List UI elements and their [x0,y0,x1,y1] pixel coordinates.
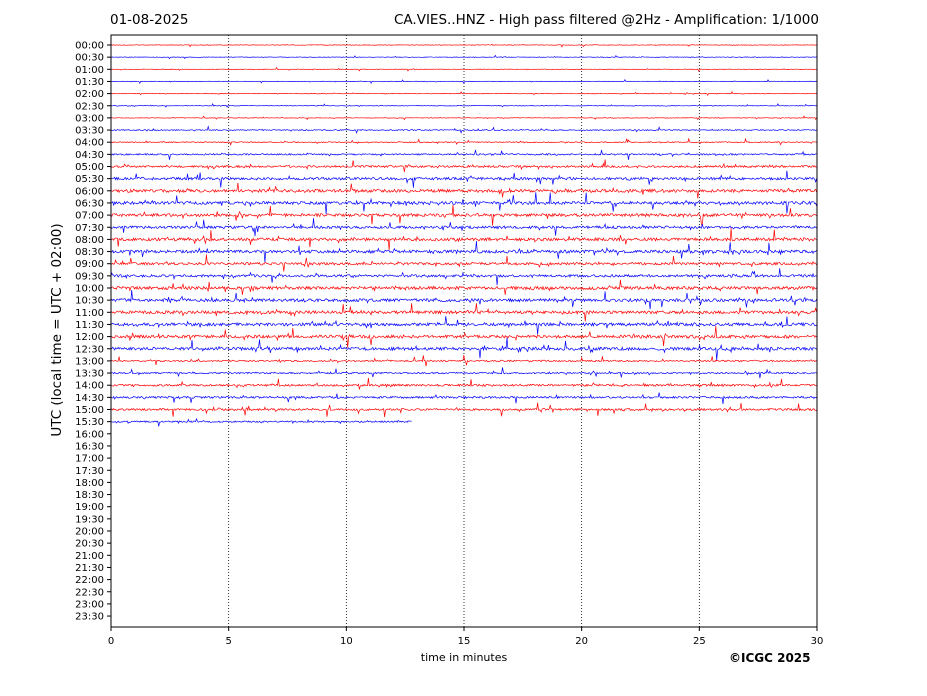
trace-line [110,268,817,286]
y-tick-label: 00:30 [75,53,104,64]
x-tick-label: 10 [340,636,353,647]
trace-line [110,355,817,367]
grid-lines [228,35,700,627]
y-tick-label: 04:30 [75,150,104,161]
y-tick-label: 22:00 [75,575,104,586]
trace-line [110,316,817,335]
y-tick-label: 08:30 [75,247,104,258]
copyright-text: ©ICGC 2025 [729,651,811,665]
y-tick-label: 19:00 [75,502,104,513]
trace-line [110,218,817,237]
y-tick-label: 15:00 [75,405,104,416]
trace-line [110,54,817,60]
station-title: CA.VIES..HNZ - High pass filtered @2Hz -… [394,12,819,28]
y-tick-label: 05:30 [75,174,104,185]
trace-line [110,192,817,215]
x-tick-layer: 0 5 10 15 20 25 30 [108,627,824,647]
trace-line [110,102,817,108]
y-tick-label: 02:00 [75,89,104,100]
y-tick-label: 23:00 [75,599,104,610]
x-tick-label: 0 [108,636,114,647]
trace-line [110,79,817,85]
y-tick-label: 01:00 [75,65,104,76]
y-tick-label: 08:00 [75,235,104,246]
trace-line [110,392,817,404]
trace-line [110,279,817,295]
y-tick-label: 06:30 [75,198,104,209]
y-tick-label: 07:00 [75,211,104,222]
x-tick-label: 20 [575,636,588,647]
trace-line [110,367,817,379]
trace-line [110,204,817,227]
y-tick-label: 12:30 [75,344,104,355]
trace-line [110,137,817,147]
x-tick-label: 25 [693,636,706,647]
trace-line [110,325,817,348]
y-tick-label: 14:00 [75,381,104,392]
trace-line [110,66,817,73]
y-tick-label: 03:00 [75,113,104,124]
trace-line [110,170,817,188]
y-tick-label: 18:30 [75,490,104,501]
y-tick-label: 23:30 [75,612,104,623]
trace-layer [110,43,817,427]
y-tick-label: 20:00 [75,527,104,538]
y-tick-label: 11:00 [75,308,104,319]
y-tick-label: 12:00 [75,332,104,343]
y-tick-label: 06:00 [75,186,104,197]
trace-line [110,402,817,418]
trace-line [110,240,817,263]
plot-date: 01-08-2025 [110,12,189,28]
trace-line [110,417,412,427]
plot-frame [110,34,818,628]
y-tick-label: 14:30 [75,393,104,404]
y-tick-label: 15:30 [75,417,104,428]
trace-line [110,378,817,390]
trace-line [110,149,817,160]
y-tick-label: 10:00 [75,284,104,295]
y-tick-label: 13:30 [75,369,104,380]
y-tick-label: 16:00 [75,429,104,440]
y-tick-label: 17:30 [75,466,104,477]
x-axis-label: time in minutes [420,651,508,664]
trace-line [110,125,817,135]
y-tick-label: 03:30 [75,126,104,137]
y-tick-label: 19:30 [75,514,104,525]
x-tick-label: 15 [458,636,471,647]
y-tick-label: 10:30 [75,296,104,307]
trace-line [110,159,817,173]
y-tick-label: 09:00 [75,259,104,270]
trace-line [110,182,817,199]
y-tick-label: 04:00 [75,138,104,149]
y-tick-label: 09:30 [75,271,104,282]
y-tick-label: 17:00 [75,454,104,465]
y-tick-label: 05:00 [75,162,104,173]
y-tick-label: 22:30 [75,587,104,598]
y-tick-label: 07:30 [75,223,104,234]
x-tick-label: 30 [811,636,824,647]
y-tick-label: 21:00 [75,551,104,562]
y-tick-label: 11:30 [75,320,104,331]
x-tick-label: 5 [225,636,231,647]
trace-line [110,303,817,322]
y-tick-label: 21:30 [75,563,104,574]
y-tick-label: 20:30 [75,539,104,550]
trace-line [110,91,817,96]
trace-line [110,290,817,310]
trace-line [110,337,817,361]
y-tick-label: 13:00 [75,356,104,367]
y-tick-label: 02:30 [75,101,104,112]
trace-line [110,115,817,121]
trace-line [110,43,817,48]
y-tick-label: 00:00 [75,41,104,52]
y-tick-label: 16:30 [75,441,104,452]
trace-line [110,254,817,272]
trace-line [111,228,817,251]
y-tick-label: 18:00 [75,478,104,489]
y-tick-label: 01:30 [75,77,104,88]
